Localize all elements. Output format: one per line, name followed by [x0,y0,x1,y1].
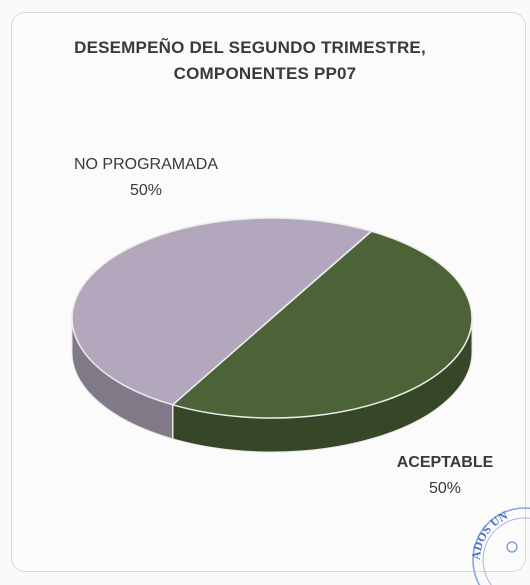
slice-label-aceptable: ACEPTABLE 50% [370,454,520,498]
slice-label-no-programada-name: NO PROGRAMADA [73,156,218,173]
slice-label-aceptable-value: 50% [428,480,462,497]
slice-label-no-programada-value: 50% [129,182,163,199]
pie-slice-no-programada [71,217,373,406]
chart-title-line-2: COMPONENTES PP07 [173,64,357,83]
pie-chart [71,217,473,453]
svg-text:ADOS UN: ADOS UN [470,508,510,560]
chart-title-line-1: DESEMPEÑO DEL SEGUNDO TRIMESTRE, [74,38,426,57]
pie-slice-aceptable [171,230,473,419]
slice-label-no-programada: NO PROGRAMADA 50% [46,156,246,200]
official-seal-stamp: ADOS UN [470,507,530,585]
slice-label-aceptable-name: ACEPTABLE [396,454,494,471]
